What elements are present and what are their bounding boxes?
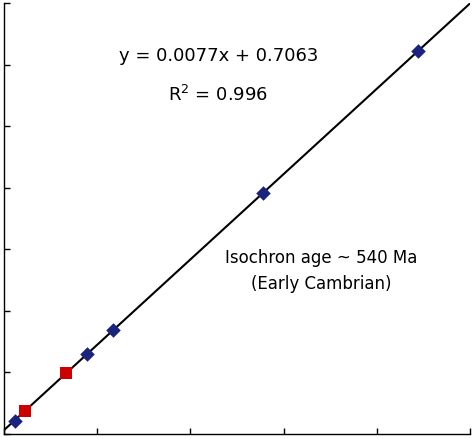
Point [109,327,117,334]
Point [63,370,70,377]
Text: y = 0.0077x + 0.7063: y = 0.0077x + 0.7063 [118,47,318,65]
Point [11,417,18,424]
Text: R$^2$ = 0.996: R$^2$ = 0.996 [168,85,268,104]
Point [414,48,422,55]
Text: Isochron age ~ 540 Ma
(Early Cambrian): Isochron age ~ 540 Ma (Early Cambrian) [225,248,417,293]
Point [83,351,91,358]
Point [259,190,267,197]
Point [21,408,28,415]
